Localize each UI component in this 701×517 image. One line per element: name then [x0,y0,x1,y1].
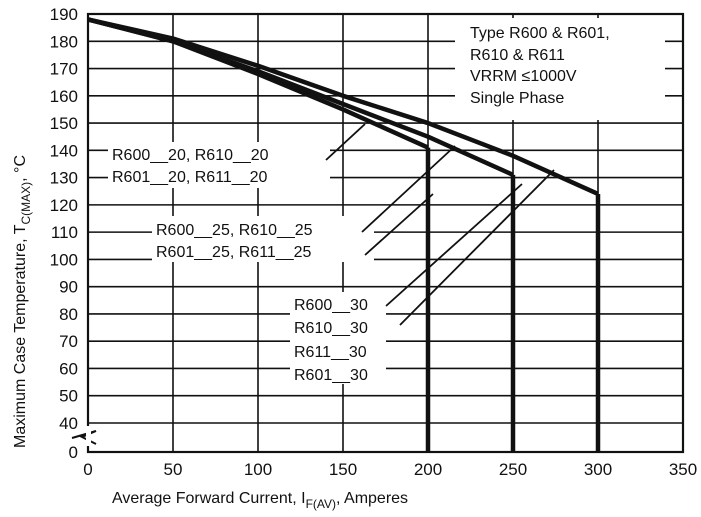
y-tick-label: 90 [59,278,78,297]
y-axis-title-sub: C(MAX) [19,182,33,225]
label-25-line-2: R601__25, R611__25 [156,244,311,261]
y-tick-label: 170 [50,60,78,79]
info-line-3: VRRM ≤1000V [470,68,577,85]
y-tick-label: 70 [59,332,78,351]
leader-25a [361,145,456,233]
axis-break-gap [86,426,91,446]
info-line-2: R610 & R611 [470,47,565,64]
y-tick-label: 140 [50,141,78,160]
label-30-line-1: R600__30 [294,297,368,314]
x-axis-title-main: Average Forward Current, I [112,490,306,507]
y-axis-title-tail: , °C [12,155,29,182]
y-axis-title-main: Maximum Case Temperature, T [12,224,29,448]
y-tick-label: 0 [69,443,78,462]
x-tick-labels: 0 50 100 150 200 250 300 350 [83,460,697,479]
x-tick-label: 150 [329,460,357,479]
info-line-4: Single Phase [470,90,564,107]
label-30-line-4: R601__30 [294,367,368,384]
x-axis-title-sub: F(AV) [306,497,336,511]
y-tick-label: 60 [59,359,78,378]
label-30-line-2: R610__30 [294,320,368,337]
x-tick-label: 250 [499,460,527,479]
leader-30a [385,183,523,307]
y-tick-label: 40 [59,414,78,433]
leader-25b [364,193,434,256]
x-tick-label: 100 [244,460,272,479]
x-tick-label: 0 [83,460,92,479]
y-tick-label: 110 [51,223,78,242]
leader-20 [325,123,366,161]
label-20-line-2: R601__20, R611__20 [112,169,267,186]
label-group-25: R600__25, R610__25 R601__25, R611__25 [152,145,456,262]
y-tick-label: 80 [59,305,78,324]
plot-frame [86,12,685,454]
y-tick-labels: 0 40 50 60 70 80 90 100 110 120 130 140 150 160 170 180… [50,5,78,462]
info-box: Type R600 & R601, R610 & R611 VRRM ≤1000… [455,18,665,120]
label-25-line-1: R600__25, R610__25 [156,222,313,239]
label-20-line-1: R600__20, R610__20 [112,147,269,164]
x-tick-label: 350 [669,460,697,479]
label-30-line-3: R611__30 [294,344,367,361]
y-tick-label: 50 [59,387,78,406]
y-tick-label: 130 [50,169,78,188]
y-tick-label: 180 [50,32,78,51]
x-tick-label: 50 [164,460,183,479]
x-axis-title-tail: , Amperes [336,490,408,507]
leader-30b [399,169,555,326]
axis-break [71,426,97,446]
y-axis-title: Maximum Case Temperature, TC(MAX), °C [12,155,33,448]
x-tick-label: 300 [584,460,612,479]
y-tick-label: 160 [50,87,78,106]
y-tick-label: 120 [50,196,78,215]
series-curve-3 [87,17,599,197]
label-group-30: R600__30 R610__30 R611__30 R601__30 [290,169,555,384]
y-tick-label: 190 [50,5,78,24]
y-tick-label: 100 [50,250,78,269]
x-axis-title: Average Forward Current, IF(AV), Amperes [112,490,408,511]
label-group-20: R600__20, R610__20 R601__20, R611__20 [108,123,366,188]
info-line-1: Type R600 & R601, [470,25,610,42]
y-tick-label: 150 [50,114,78,133]
x-tick-label: 200 [414,460,442,479]
